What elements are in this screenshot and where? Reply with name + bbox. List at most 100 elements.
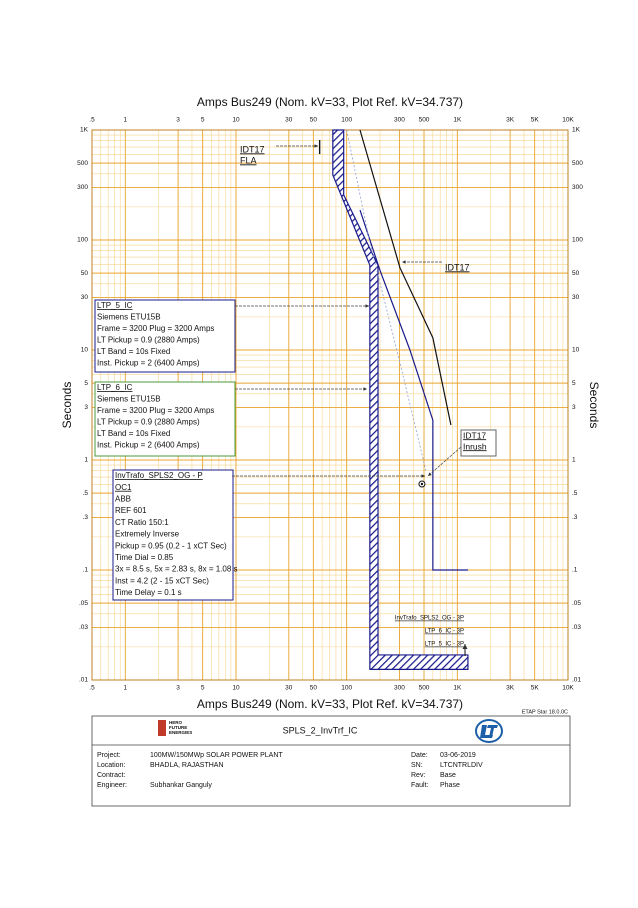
field-value: Subhankar Ganguly (150, 782, 212, 789)
x-tick-label: 5 (201, 117, 205, 124)
y-tick-label: .5 (83, 490, 89, 497)
y-tick-label: 10 (81, 347, 89, 354)
annotation-text: LT Band = 10s Fixed (97, 429, 170, 438)
annotation-text: Frame = 3200 Plug = 3200 Amps (97, 406, 214, 415)
annotation-text: InvTrafo_SPLS2_OG - P (115, 471, 203, 480)
y-tick-label: 10 (572, 347, 580, 354)
title-block (91, 715, 571, 807)
field-value: LTCNTRLDIV (440, 762, 483, 769)
y-tick-label: 500 (572, 160, 583, 167)
y-tick-label: 3 (84, 404, 88, 411)
company-name: FUTURE (169, 725, 187, 730)
annotation-box (94, 381, 236, 457)
x-tick-label: 3K (506, 685, 515, 692)
annotation-text: Frame = 3200 Plug = 3200 Amps (97, 324, 214, 333)
y-tick-label: 5 (84, 380, 88, 387)
field-label: SN: (411, 762, 423, 769)
plot-frame (91, 129, 569, 681)
x-tick-label: 30 (285, 117, 293, 124)
y-tick-label: 50 (572, 270, 580, 277)
drawing-title: SPLS_2_InvTrf_IC (283, 725, 358, 735)
company-name: HERO (169, 720, 183, 725)
x-tick-label: 300 (394, 117, 405, 124)
y-tick-label: 5 (572, 380, 576, 387)
curve (346, 129, 427, 471)
field-value: 100MW/150MWp SOLAR POWER PLANT (150, 752, 283, 759)
annotation-text: REF 601 (115, 506, 147, 515)
x-tick-label: 5K (531, 117, 540, 124)
annotation-text: Pickup = 0.95 (0.2 - 1 xCT Sec) (115, 541, 227, 550)
y-tick-label: 3 (572, 404, 576, 411)
curve (359, 129, 452, 426)
y-tick-label: 100 (572, 237, 583, 244)
field-label: Date: (411, 752, 428, 759)
y-tick-label: 100 (77, 237, 88, 244)
company-logo-mark (158, 720, 166, 736)
annotation-text: Inst. Pickup = 2 (6400 Amps) (97, 359, 200, 368)
x-tick-label: 300 (394, 685, 405, 692)
annotation-box (94, 299, 236, 373)
field-value: 03-06-2019 (440, 752, 476, 759)
x-tick-label: 10 (232, 685, 240, 692)
x-tick-label: 1 (124, 117, 128, 124)
annotation-text: LTP_6_IC (97, 383, 133, 392)
x-tick-label: 3 (176, 117, 180, 124)
annotation-box (460, 429, 497, 457)
x-tick-label: 50 (310, 685, 318, 692)
annotation-text: Inrush (463, 441, 487, 451)
x-tick-label: 100 (341, 685, 352, 692)
annotation-text: Inst. Pickup = 2 (6400 Amps) (97, 441, 200, 450)
x-tick-label: 1K (453, 117, 462, 124)
curve-label: InvTrafo_SPLS2_OG - 3P (395, 616, 464, 622)
plot-area: .5 .5 1 1 3 3 5 5 10 10 30 30 50 50 100 100 300 300 500 500… (77, 117, 583, 692)
field-value: Base (440, 772, 456, 779)
field-label: Fault: (411, 782, 429, 789)
x-tick-label: .5 (89, 685, 95, 692)
x-tick-label: 5K (531, 685, 540, 692)
y-tick-label: 1K (80, 127, 89, 134)
annotation-text: Siemens ETU15B (97, 313, 161, 322)
y-tick-label: 1K (572, 127, 581, 134)
annotation-text: IDT17 (463, 430, 486, 440)
y-tick-label: 50 (81, 270, 89, 277)
y-axis-title-right: Seconds (587, 382, 601, 429)
annotation-text: OC1 (115, 483, 132, 492)
curve-label: LTP_6_IC - 3P (425, 629, 464, 635)
field-label: Rev: (411, 772, 425, 779)
annotation-arrow (427, 446, 462, 477)
x-tick-label: 3K (506, 117, 515, 124)
y-tick-label: 300 (77, 184, 88, 191)
lt-logo (475, 719, 503, 743)
x-tick-label: 10K (562, 117, 574, 124)
y-tick-label: 1 (84, 457, 88, 464)
software-version: ETAP Star 18.0.0C (522, 709, 568, 715)
y-tick-label: .05 (79, 600, 88, 607)
y-tick-label: .05 (572, 600, 581, 607)
field-value: Phase (440, 782, 460, 789)
x-tick-label: .5 (89, 117, 95, 124)
y-tick-label: 1 (572, 457, 576, 464)
x-tick-label: 500 (419, 117, 430, 124)
x-tick-label: 10K (562, 685, 574, 692)
field-label: Contract: (97, 772, 125, 779)
y-tick-label: .01 (79, 677, 88, 684)
field-label: Project: (97, 752, 121, 759)
y-tick-label: .1 (572, 567, 578, 574)
annotation-text: LTP_5_IC (97, 301, 133, 310)
y-tick-label: .03 (572, 624, 581, 631)
y-axis-title-left: Seconds (60, 382, 74, 429)
annotation-text: LT Pickup = 0.9 (2880 Amps) (97, 418, 200, 427)
annotation-text: Extremely Inverse (115, 530, 180, 539)
annotation-text: IDT17 (445, 262, 470, 272)
y-tick-label: 30 (81, 294, 89, 301)
x-tick-label: 1 (124, 685, 128, 692)
y-tick-label: 500 (77, 160, 88, 167)
inrush-marker-dot (420, 482, 424, 486)
company-name: ENERGIES (169, 730, 192, 735)
y-tick-label: .03 (79, 624, 88, 631)
annotation-text: LT Band = 10s Fixed (97, 347, 170, 356)
x-tick-label: 3 (176, 685, 180, 692)
x-axis-title-bottom: Amps Bus249 (Nom. kV=33, Plot Ref. kV=34… (197, 697, 463, 711)
y-tick-label: .3 (572, 514, 578, 521)
